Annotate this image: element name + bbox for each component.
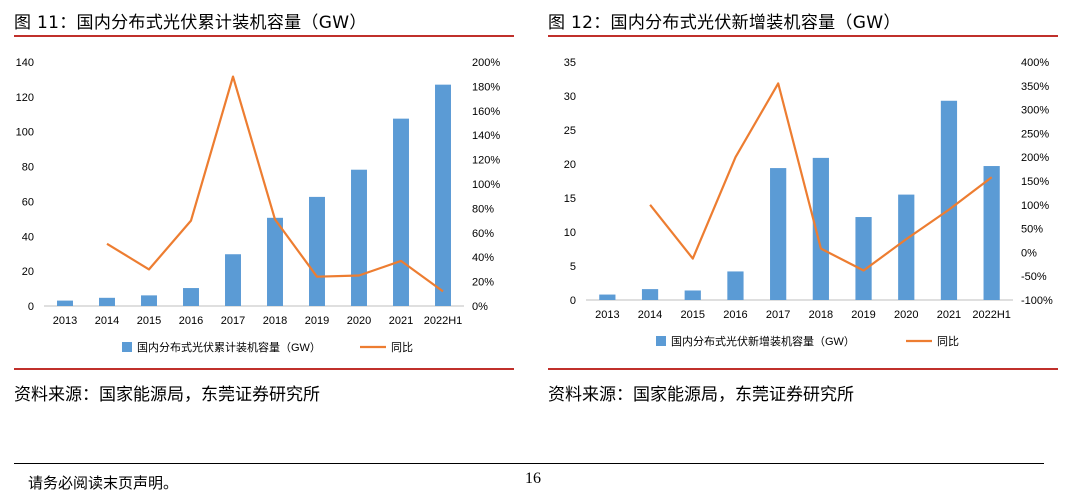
y-right-tick-label: 180% [472,81,500,93]
y-left-tick-label: 5 [570,261,576,273]
y-right-tick-label: 400% [1021,57,1049,69]
right-panel: 图 12：国内分布式光伏新增装机容量（GW） 0 5 10 15 20 25 30 35 -10… [548,0,1058,410]
x-tick-label: 2017 [221,315,245,327]
y-left-tick-label: 0 [28,301,34,313]
y-right-tick-label: -50% [1021,271,1047,283]
y-right-tick-label: 350% [1021,81,1049,93]
y-right-tick-label: 200% [1021,152,1049,164]
title-rule [14,35,514,37]
bar-2022H1 [435,84,451,307]
source-rule [548,368,1058,370]
y-left-tick-label: 25 [564,125,576,137]
y-left-tick-label: 120 [16,92,34,104]
y-right-tick-label: 100% [472,179,500,191]
legend-bar-swatch [656,336,666,346]
y-left-tick-label: 35 [564,57,576,69]
x-tick-label: 2014 [95,315,119,327]
x-tick-label: 2015 [681,309,705,321]
bar-2014 [99,297,115,306]
y-left-tick-label: 30 [564,91,576,103]
bar-2014 [641,289,659,300]
y-left-tick-label: 20 [22,266,34,278]
bar-2021 [393,118,409,307]
x-tick-label: 2013 [53,315,77,327]
y-right-tick-label: 0% [1021,247,1037,259]
x-tick-label: 2022H1 [972,309,1011,321]
bar-2013 [57,300,73,306]
y-left-tick-label: 15 [564,193,576,205]
x-tick-label: 2015 [137,315,161,327]
legend-bar-swatch [122,342,132,352]
bar-2016 [727,271,744,300]
bar-2018 [812,157,829,300]
x-tick-label: 2019 [851,309,875,321]
x-tick-label: 2018 [809,309,833,321]
legend-line-label: 同比 [391,341,413,354]
x-tick-label: 2020 [894,309,918,321]
y-right-tick-label: 140% [472,130,500,142]
left-panel: 图 11：国内分布式光伏累计装机容量（GW） 0 20 40 60 80 100 120 14… [14,0,514,410]
x-tick-label: 2022H1 [424,315,463,327]
source-note: 资料来源：国家能源局，东莞证券研究所 [14,385,320,405]
y-right-tick-label: 60% [472,228,494,240]
bar-2018 [267,217,283,306]
bar-2019 [855,217,872,300]
chart-new-capacity: 0 5 10 15 20 25 30 35 -100% -50% 0% 50% 100% 150% 200%… [564,57,1053,348]
bar-2017 [770,168,787,300]
y-right-tick-label: 0% [472,301,488,313]
y-right-tick-label: -100% [1021,295,1053,307]
source-rule [14,368,514,370]
y-right-tick-label: 160% [472,106,500,118]
bar-2015 [141,295,157,306]
chart-cumulative-capacity: 0 20 40 60 80 100 120 140 0% 20% 40% 60% 80% 100% 120%… [16,57,501,354]
bar-2022H1 [983,166,1000,300]
footer-disclaimer: 请务必阅读末页声明。 [28,474,179,492]
page-number: 16 [525,470,541,487]
bar-2015 [684,290,701,300]
y-left-tick-label: 140 [16,57,34,69]
y-right-tick-label: 250% [1021,128,1049,140]
x-tick-label: 2019 [305,315,329,327]
y-right-tick-label: 120% [472,155,500,167]
footer-rule [14,463,1044,464]
y-left-tick-label: 10 [564,227,576,239]
x-tick-label: 2021 [389,315,413,327]
x-tick-label: 2014 [638,309,662,321]
x-tick-label: 2016 [179,315,203,327]
y-right-tick-label: 80% [472,203,494,215]
y-right-tick-label: 200% [472,57,500,69]
y-right-tick-label: 50% [1021,224,1043,236]
bar-2020 [351,169,367,306]
bar-2016 [183,288,199,306]
y-left-tick-label: 0 [570,295,576,307]
y-right-tick-label: 150% [1021,176,1049,188]
x-tick-label: 2016 [723,309,747,321]
legend-bar-label: 国内分布式光伏新增装机容量（GW） [671,334,855,348]
bar-2019 [309,196,325,306]
y-left-tick-label: 80 [22,162,34,174]
y-left-tick-label: 40 [22,231,34,243]
figure-title: 图 12：国内分布式光伏新增装机容量（GW） [548,13,901,33]
y-right-tick-label: 20% [472,277,494,289]
y-left-tick-label: 20 [564,159,576,171]
bar-2013 [599,294,616,300]
title-rule [548,35,1058,37]
x-tick-label: 2021 [937,309,961,321]
legend-line-label: 同比 [937,335,959,348]
x-tick-label: 2013 [595,309,619,321]
x-tick-label: 2018 [263,315,287,327]
y-left-tick-label: 100 [16,127,34,139]
y-right-tick-label: 300% [1021,105,1049,117]
y-left-tick-label: 60 [22,196,34,208]
x-tick-label: 2017 [766,309,790,321]
bar-2021 [940,100,958,300]
y-right-tick-label: 40% [472,252,494,264]
y-right-tick-label: 100% [1021,200,1049,212]
bar-2020 [898,194,915,300]
x-tick-label: 2020 [347,315,371,327]
bar-2017 [225,254,241,306]
source-note: 资料来源：国家能源局，东莞证券研究所 [548,385,854,405]
figure-title: 图 11：国内分布式光伏累计装机容量（GW） [14,13,367,33]
legend-bar-label: 国内分布式光伏累计装机容量（GW） [137,340,321,354]
